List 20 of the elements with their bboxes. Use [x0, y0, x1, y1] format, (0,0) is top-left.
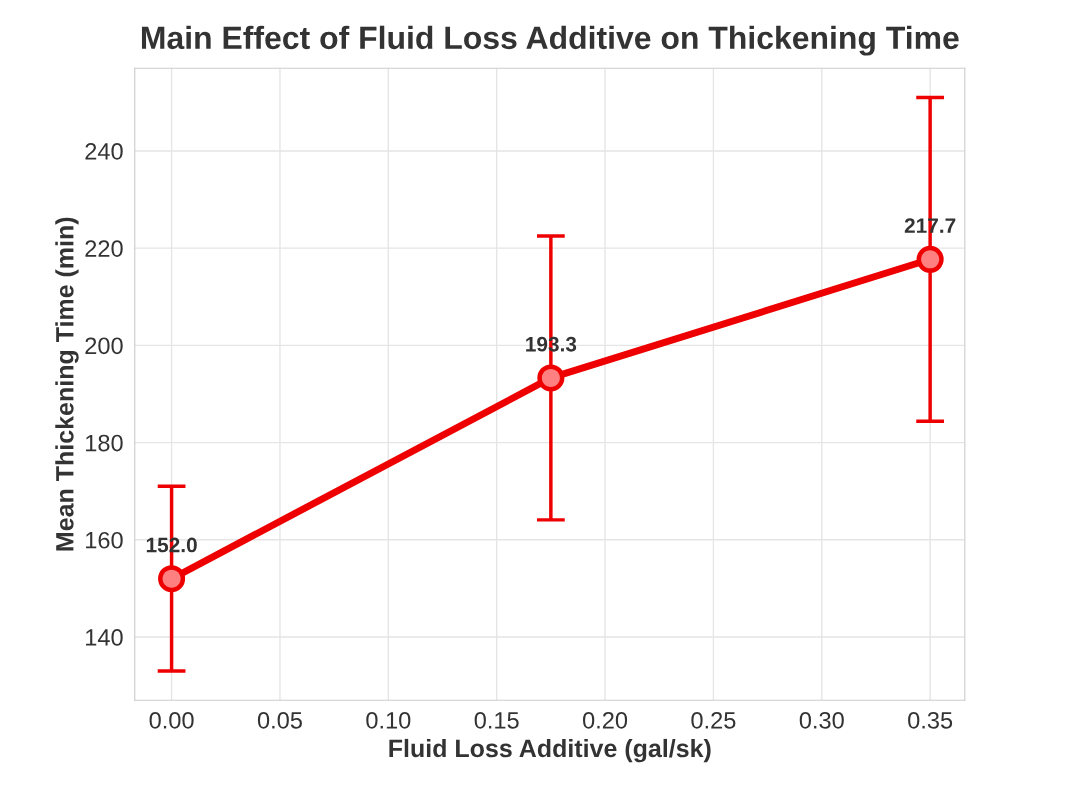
y-tick-label: 160 [86, 531, 123, 549]
x-tick-label: 0.05 [257, 711, 302, 729]
point [158, 565, 186, 593]
point [537, 364, 565, 392]
y-tick-label: 180 [86, 434, 123, 452]
y-tick-label: 200 [85, 337, 123, 355]
y-axis-title: Mean Thickening Time (min) [55, 217, 79, 551]
x-tick-label: 0.30 [799, 711, 844, 729]
y-tick-label: 220 [85, 240, 123, 257]
y-tick-label: 140 [86, 629, 123, 646]
x-tick-label: 0.25 [691, 711, 736, 729]
x-tick-label: 0.35 [908, 711, 953, 729]
x-tick-label: 0.20 [582, 711, 628, 729]
y-tick-label: 240 [85, 143, 123, 160]
x-tick-label: 0.15 [474, 711, 519, 729]
x-axis-title: Fluid Loss Additive (gal/sk) [389, 738, 711, 763]
x-tick-label: 0.00 [149, 711, 194, 729]
chart-title: Main Effect of Fluid Loss Additive on Thickening Time [141, 25, 959, 56]
point [916, 245, 944, 273]
x-tick-label: 0.10 [366, 711, 411, 729]
